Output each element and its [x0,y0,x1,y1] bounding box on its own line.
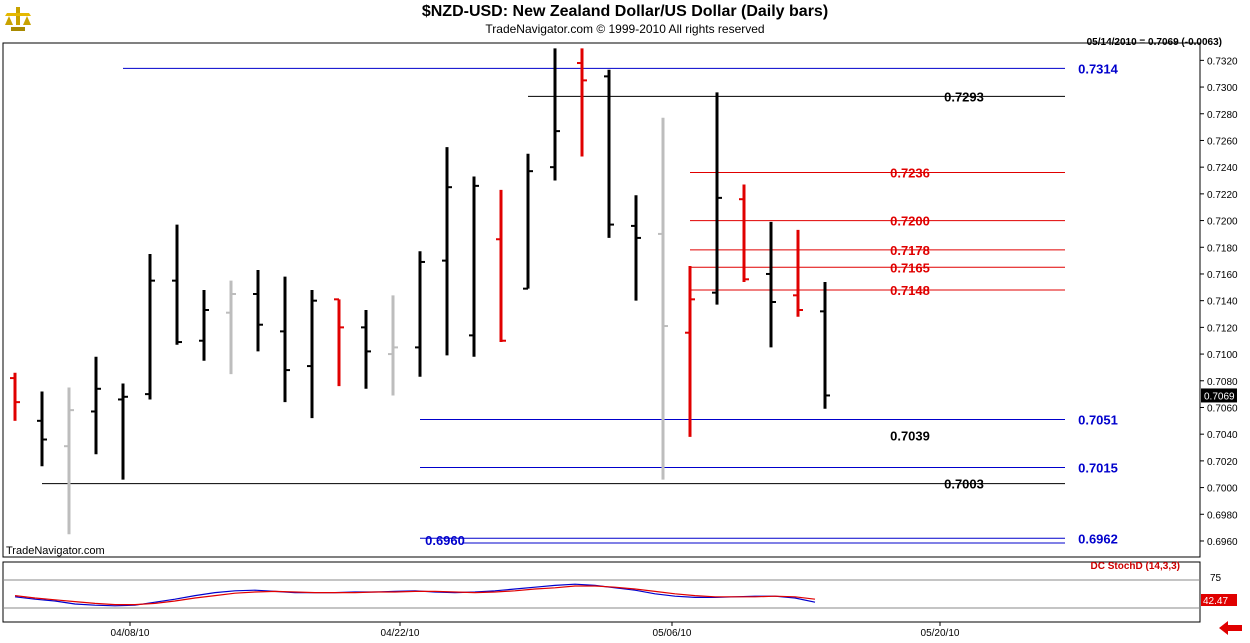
level-label: 0.7039 [890,429,930,444]
chart-subtitle: TradeNavigator.com © 1999-2010 All right… [485,22,765,36]
y-tick-label: 0.6960 [1207,537,1238,548]
y-tick-label: 0.6980 [1207,510,1238,521]
trade-navigator-logo-icon [5,7,31,31]
y-tick-label: 0.7160 [1207,270,1238,281]
y-tick-label: 0.7080 [1207,377,1238,388]
y-tick-label: 0.7120 [1207,323,1238,334]
level-label: 0.7051 [1078,412,1118,427]
y-tick-label: 0.7180 [1207,243,1238,254]
level-label: 0.7200 [890,214,930,229]
x-tick-label: 05/06/10 [653,628,692,639]
x-tick-label: 05/20/10 [921,628,960,639]
level-label: 0.7178 [890,243,930,258]
y-tick-label: 0.7220 [1207,190,1238,201]
level-label: 0.7003 [944,477,984,492]
y-tick-label: 0.7240 [1207,163,1238,174]
stoch-tick-label: 75 [1210,573,1222,584]
indicator-label: DC StochD (14,3,3) [1090,561,1180,572]
y-tick-label: 0.7020 [1207,457,1238,468]
indicator-panel-frame [2,561,1201,623]
y-tick-label: 0.7040 [1207,430,1238,441]
y-tick-label: 0.7200 [1207,217,1238,228]
stoch-line [14,585,816,606]
y-tick-label: 0.7060 [1207,403,1238,414]
stoch-last-label: 42.47 [1203,596,1228,607]
level-label: 0.7165 [890,260,930,275]
y-tick-label: 0.7260 [1207,136,1238,147]
y-tick-label: 0.7280 [1207,110,1238,121]
y-tick-label: 0.7140 [1207,297,1238,308]
level-label: 0.7015 [1078,461,1118,476]
x-tick-label: 04/08/10 [111,628,150,639]
y-tick-label: 0.7000 [1207,484,1238,495]
scroll-left-arrow-icon[interactable] [1218,620,1244,636]
price-panel-frame [2,42,1201,558]
y-tick-label: 0.7300 [1207,83,1238,94]
level-label: 0.7148 [890,283,930,298]
level-label: 0.6960 [425,533,465,548]
last-price-label: 0.7069 [1204,391,1235,402]
y-tick-label: 0.7320 [1207,56,1238,67]
level-label: 0.6962 [1078,531,1118,546]
watermark: TradeNavigator.com [6,545,105,557]
x-tick-label: 04/22/10 [381,628,420,639]
y-tick-label: 0.7100 [1207,350,1238,361]
chart-title: $NZD-USD: New Zealand Dollar/US Dollar (… [421,3,829,20]
level-label: 0.7293 [944,89,984,104]
stoch-last-box [1201,594,1237,606]
level-label: 0.7314 [1078,61,1119,76]
level-label: 0.7236 [890,166,930,181]
last-price-box [1201,388,1237,403]
